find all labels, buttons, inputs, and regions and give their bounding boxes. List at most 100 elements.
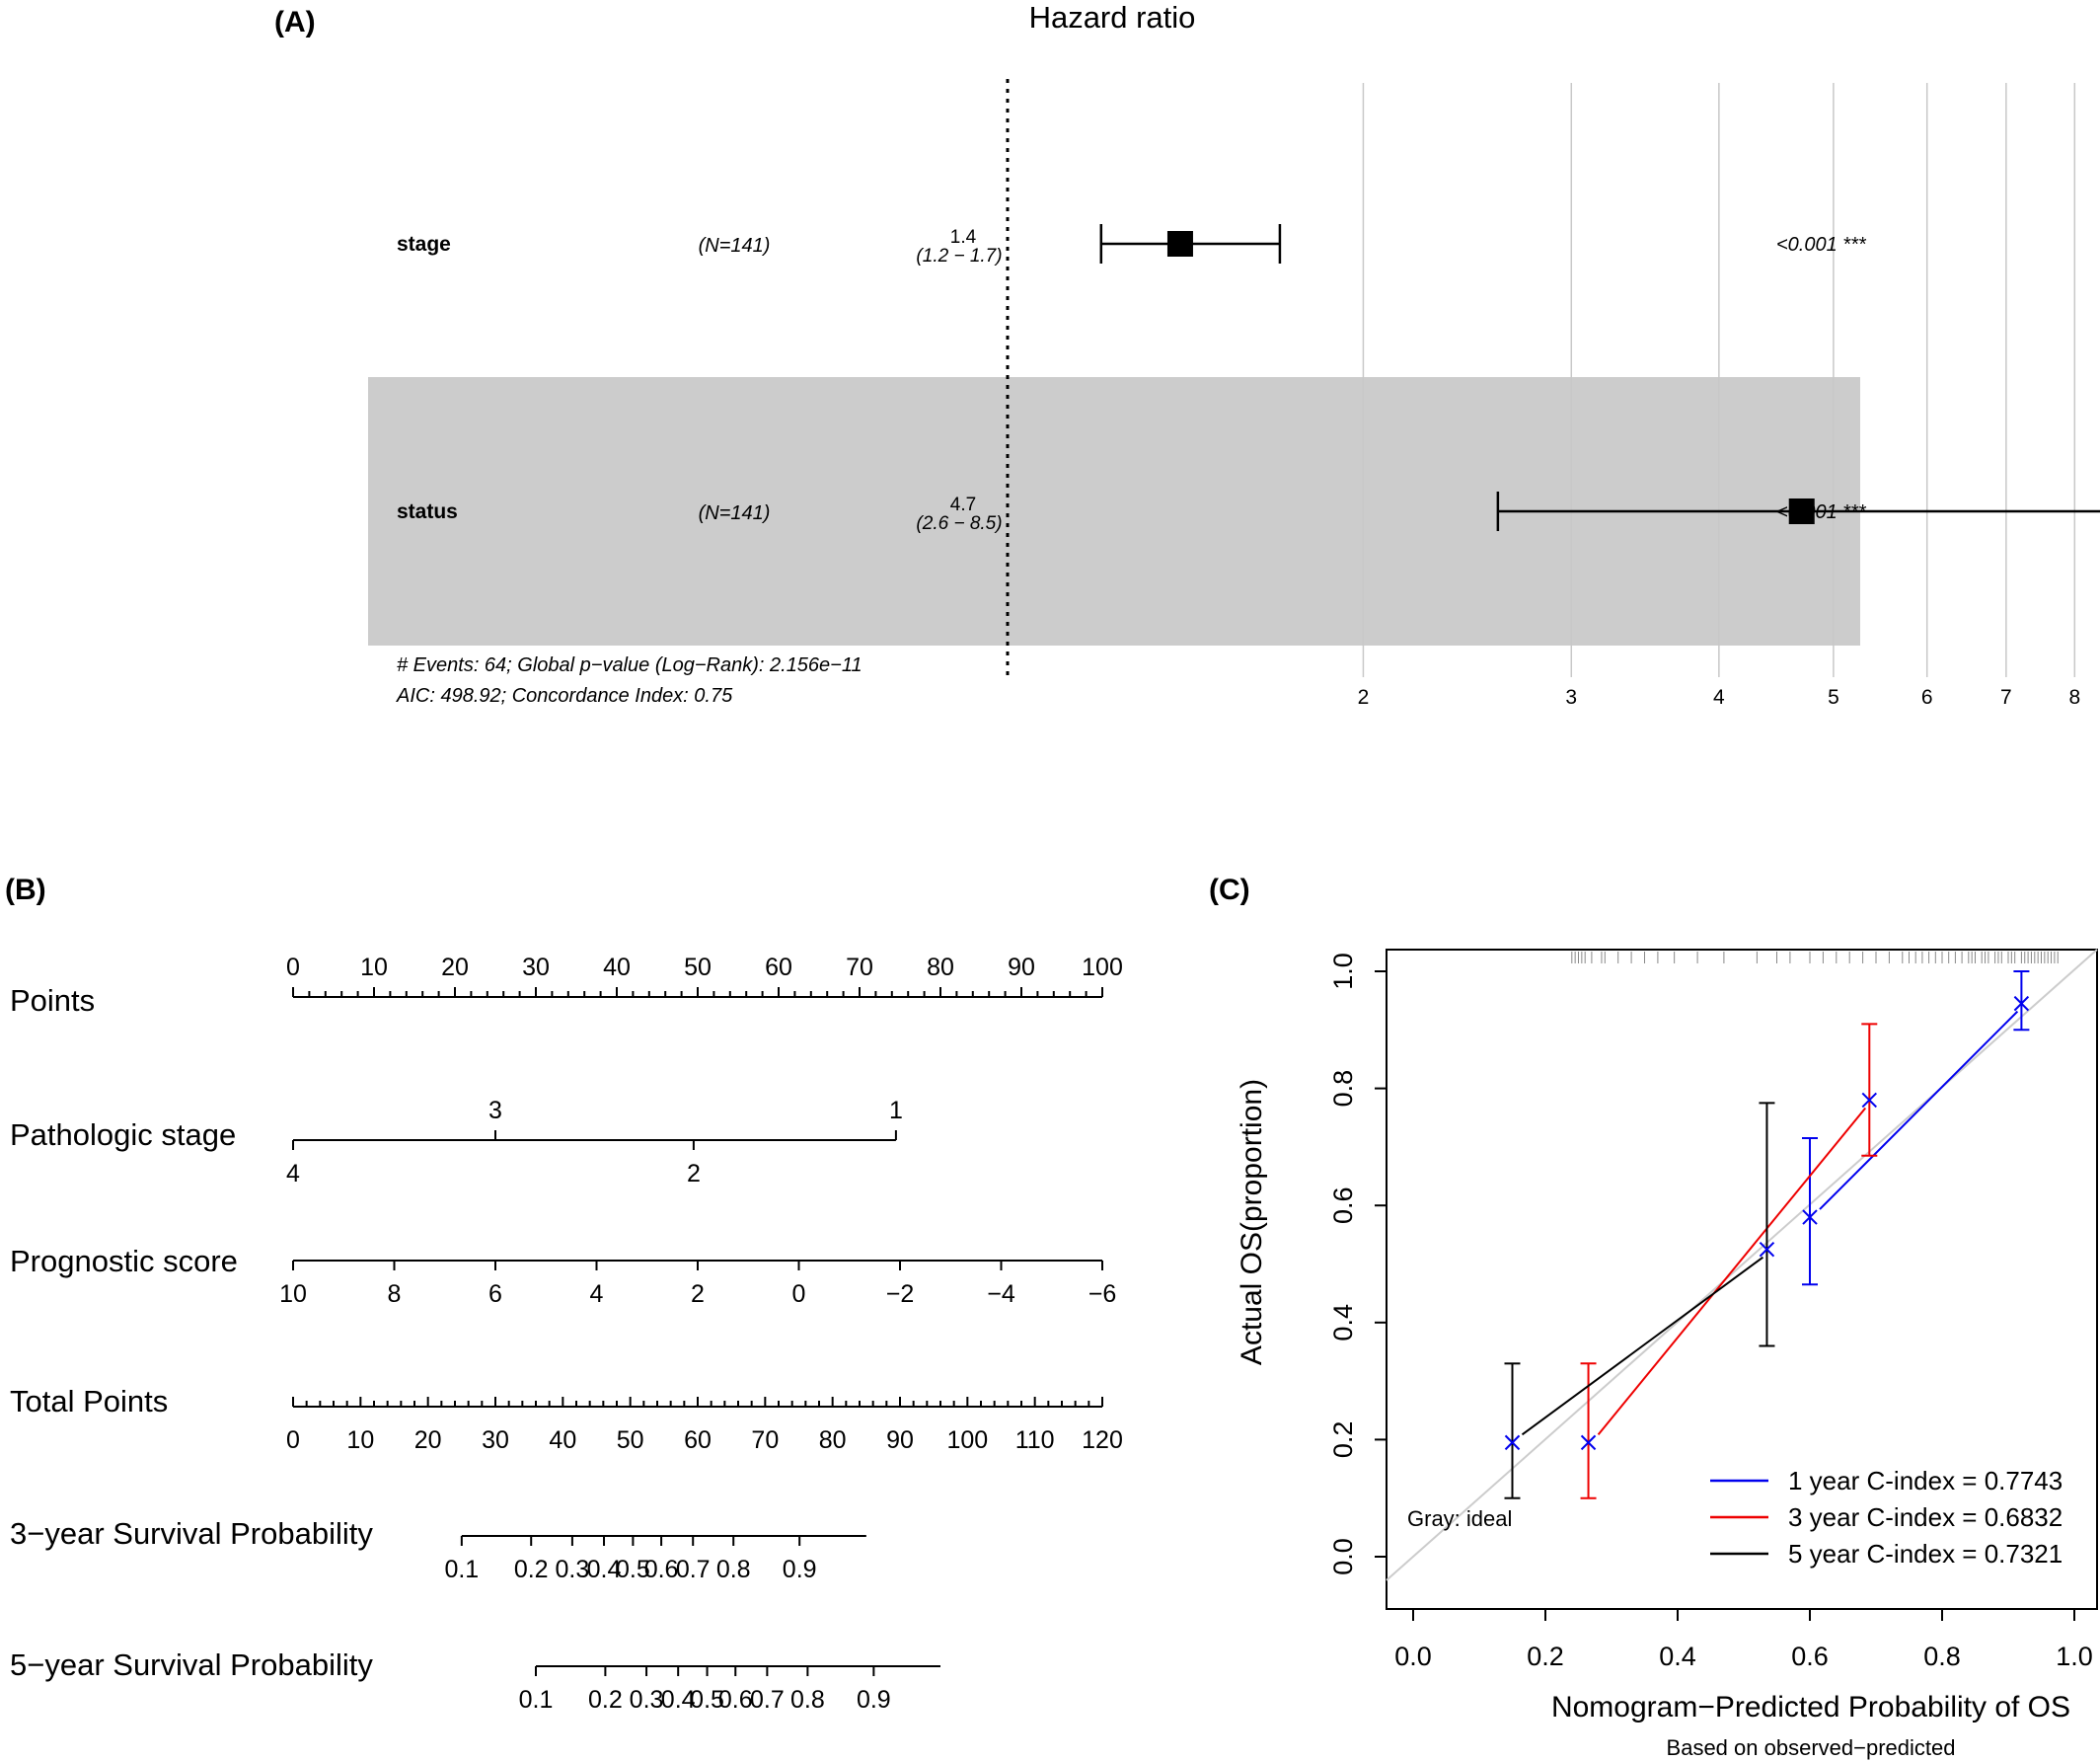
legend-item-2: 3 year C-index = 0.6832 [1710,1502,2062,1532]
total-points-tick-label: 80 [819,1426,847,1454]
forest-row-hr: 1.4 [950,227,977,248]
total-points-tick-label: 0 [286,1426,300,1454]
marker-stroke [1504,1434,1521,1451]
x-tick-label: 0.0 [1394,1642,1432,1671]
data-point-marker [1504,1434,1521,1451]
forest-row-ci: (1.2 − 1.7) [916,246,1002,267]
forest-tick-label: 4 [1713,686,1725,709]
total-points-tick-label: 50 [617,1426,644,1454]
data-point-marker [1861,1092,1878,1109]
score-tick-label: −2 [886,1280,915,1308]
survival-tick-label: 0.6 [644,1556,679,1583]
stage-tick-label: 3 [488,1097,502,1124]
score-tick-label: 4 [590,1280,604,1308]
ideal-line [1386,949,2098,1581]
points-tick-label: 30 [522,954,550,981]
points-tick-label: 80 [927,954,954,981]
panel-a-forest-plot: (A) Hazard ratio stage (N=141) 1.4(1.2 − 1… [274,0,2100,709]
y-tick-label: 0.4 [1328,1304,1358,1341]
survival-tick-label: 0.8 [716,1556,751,1583]
marker-stroke [1861,1092,1878,1109]
survival-tick-label: 0.7 [676,1556,711,1583]
survival-tick-label: 0.2 [588,1686,623,1714]
series-line [1521,1256,1764,1436]
nomogram-row-label: 3−year Survival Probability [10,1516,373,1551]
data-point-marker [2013,995,2030,1012]
total-points-tick-label: 30 [482,1426,509,1454]
survival-tick-label: 0.4 [661,1686,696,1714]
data-point-marker [1580,1434,1597,1451]
legend-label: 5 year C-index = 0.7321 [1788,1539,2062,1569]
calibration-subtitle: Based on observed−predicted [1667,1735,1956,1760]
forest-grid [368,83,2076,677]
panel-c-label: (C) [1209,874,1250,906]
forest-tick-label: 5 [1828,686,1839,709]
forest-row-p: <0.001 *** [1776,234,1867,256]
calibration-series-2 [1580,1023,1878,1499]
total-points-tick-label: 10 [346,1426,374,1454]
y-tick-label: 0.2 [1328,1421,1358,1459]
calibration-series-3 [1504,1102,1775,1499]
panel-b-label: (B) [5,874,46,906]
panel-c-calibration: (C) 0.0 0.2 0.4 0.6 0.8 1.0 0.0 0.2 0.4 0.6 0.8 1.0… [1209,874,2098,1760]
score-tick-label: 8 [388,1280,402,1308]
forest-row-ci: (2.6 − 8.5) [916,513,1002,534]
forest-row-status: status (N=141) 4.7(2.6 − 8.5) <0.001 *** [397,492,2100,534]
stage-tick-label: 1 [889,1097,903,1124]
survival-tick-label: 0.9 [783,1556,817,1583]
nomogram-row-label: Pathologic stage [10,1117,236,1152]
marker-stroke [2013,995,2030,1012]
hr-point [1788,498,1815,524]
forest-tick-label: 3 [1565,686,1577,709]
survival-tick-label: 0.8 [790,1686,825,1714]
calibration-y-label: Actual OS(proportion) [1236,1079,1268,1365]
legend-label: 1 year C-index = 0.7743 [1788,1466,2062,1495]
score-tick-label: −4 [987,1280,1015,1308]
forest-rows: stage (N=141) 1.4(1.2 − 1.7)<0.001 ***stat… [397,224,2100,534]
data-point-marker [1759,1241,1775,1258]
points-tick-label: 70 [846,954,873,981]
survival-tick-label: 0.6 [718,1686,753,1714]
stage-tick-label: 4 [286,1160,300,1187]
survival-tick-label: 0.5 [616,1556,650,1583]
forest-row-label: status [397,500,458,523]
forest-footnote-aic: AIC: 498.92; Concordance Index: 0.75 [396,685,733,707]
forest-title: Hazard ratio [1029,0,1196,35]
forest-tick-label: 2 [1358,686,1370,709]
stage-tick-label: 2 [687,1160,701,1187]
x-tick-label: 1.0 [2056,1642,2093,1671]
ideal-line-label: Gray: ideal [1407,1506,1512,1531]
forest-row-stage: stage (N=141) 1.4(1.2 − 1.7) <0.001 *** [397,224,1867,267]
y-tick-label: 0.6 [1328,1187,1358,1224]
forest-row-n: (N=141) [699,502,771,524]
survival-tick-label: 0.3 [556,1556,590,1583]
y-tick-label: 1.0 [1328,953,1358,990]
points-tick-label: 0 [286,954,300,981]
survival-tick-label: 0.9 [857,1686,891,1714]
total-points-tick-label: 20 [414,1426,442,1454]
nomogram-row-label: Points [10,983,95,1018]
nomogram-row-points: Points 0 10 20 30 40 50 60 70 80 90 100 [10,954,1123,1018]
x-tick-label: 0.2 [1527,1642,1564,1671]
total-points-tick-label: 70 [751,1426,779,1454]
series-line [1597,1107,1867,1435]
legend-item-1: 1 year C-index = 0.7743 [1710,1466,2062,1495]
survival-tick-label: 0.1 [519,1686,554,1714]
points-tick-label: 50 [684,954,712,981]
forest-tick-label: 8 [2068,686,2080,709]
total-points-tick-label: 110 [1015,1426,1055,1454]
marker-stroke [1759,1241,1775,1258]
survival-tick-label: 0.7 [750,1686,785,1714]
score-tick-label: 0 [792,1280,806,1308]
y-tick-label: 0.0 [1328,1538,1358,1575]
nomogram-row-label: Prognostic score [10,1244,238,1278]
points-tick-label: 40 [603,954,631,981]
legend-label: 3 year C-index = 0.6832 [1788,1502,2062,1532]
nomogram-row-total-points: Total Points 0 10 20 30 40 50 60 70 80 90 100 110 120 [10,1384,1123,1454]
survival-tick-label: 0.1 [444,1556,479,1583]
hr-point [1166,231,1193,257]
calibration-x-label: Nomogram−Predicted Probability of OS [1551,1691,2070,1724]
